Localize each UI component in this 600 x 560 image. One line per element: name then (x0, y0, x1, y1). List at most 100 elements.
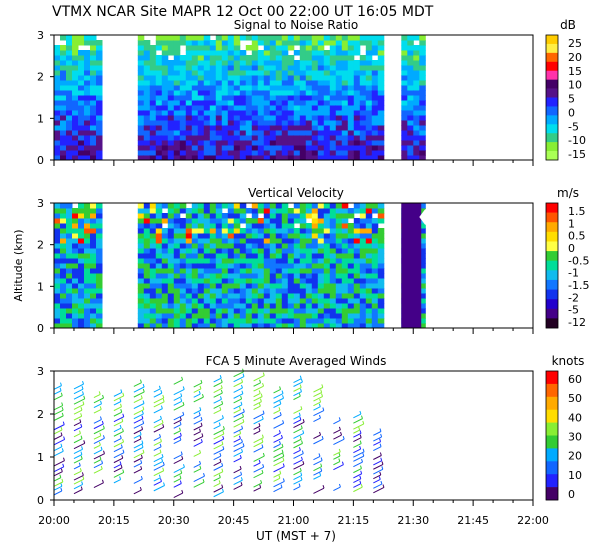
heatmap-cell (227, 55, 235, 61)
heatmap-cell (221, 40, 229, 46)
wind-barb (153, 388, 161, 393)
heatmap-cell (185, 45, 193, 51)
heatmap-cell (84, 55, 91, 61)
wind-barb-tick (122, 413, 125, 417)
heatmap-cell (419, 95, 426, 101)
heatmap-cell (287, 218, 295, 224)
heatmap-cell (251, 80, 259, 86)
wind-barb (213, 433, 225, 440)
heatmap-cell (90, 130, 97, 136)
heatmap-cell (66, 85, 73, 91)
wind-barb-tick (239, 454, 242, 459)
heatmap-cell (215, 45, 223, 51)
heatmap-cell (281, 100, 289, 106)
heatmap-cell (293, 115, 301, 121)
heatmap-cell (72, 130, 79, 136)
heatmap-cell (269, 223, 277, 229)
wind-barb-tick (120, 389, 123, 393)
x-tick-label: 21:15 (338, 514, 370, 527)
wind-barb (333, 486, 341, 491)
y-tick-label: 0 (37, 494, 44, 507)
heatmap-cell (203, 130, 211, 136)
heatmap-cell (347, 50, 355, 56)
heatmap-cell (233, 233, 241, 239)
heatmap-cell (167, 318, 175, 324)
heatmap-cell (66, 278, 73, 284)
heatmap-cell (221, 283, 229, 289)
heatmap-cell (227, 228, 235, 234)
heatmap-cell (317, 35, 325, 41)
heatmap-cell (137, 85, 145, 91)
heatmap-cell (54, 313, 61, 319)
heatmap-cell (239, 145, 247, 151)
wind-barb (233, 445, 245, 452)
heatmap-cell (257, 150, 265, 156)
heatmap-cell (263, 110, 271, 116)
heatmap-cell (191, 208, 199, 214)
heatmap-cell (191, 75, 199, 81)
heatmap-cell (60, 60, 67, 66)
heatmap-cell (137, 105, 145, 111)
colorbar-label: 30 (568, 431, 582, 444)
heatmap-cell (299, 263, 307, 269)
heatmap-cell (257, 115, 265, 121)
heatmap-cell (161, 80, 169, 86)
heatmap-cell (347, 35, 355, 41)
heatmap-cell (287, 130, 295, 136)
wind-barb-tick (262, 382, 265, 387)
heatmap-cell (161, 203, 169, 209)
heatmap-cell (167, 135, 175, 141)
heatmap-cell (245, 130, 253, 136)
heatmap-cell (359, 243, 367, 249)
heatmap-cell (347, 303, 355, 309)
wind-barb (253, 413, 265, 420)
heatmap-cell (203, 283, 211, 289)
heatmap-cell (419, 100, 426, 106)
heatmap-cell (167, 288, 175, 294)
heatmap-cell (419, 80, 426, 86)
heatmap-cell (84, 125, 91, 131)
wind-barb-tick (120, 464, 123, 468)
heatmap-cell (239, 298, 247, 304)
heatmap-cell (209, 203, 217, 209)
heatmap-cell (90, 203, 97, 209)
heatmap-cell (137, 125, 145, 131)
heatmap-cell (245, 273, 253, 279)
heatmap-cell (311, 125, 319, 131)
heatmap-cell (66, 263, 73, 269)
heatmap-cell (167, 298, 175, 304)
wind-barb (213, 425, 221, 430)
heatmap-cell (54, 303, 61, 309)
heatmap-cell (269, 308, 277, 314)
heatmap-cell (269, 70, 277, 76)
heatmap-cell (311, 140, 319, 146)
heatmap-cell (311, 65, 319, 71)
wind-barb (133, 438, 142, 443)
heatmap-cell (203, 298, 211, 304)
wind-barb (273, 422, 284, 429)
heatmap-cell (293, 150, 301, 156)
heatmap-cell (317, 243, 325, 249)
heatmap-cell (173, 223, 181, 229)
heatmap-cell (155, 258, 163, 264)
heatmap-cell (90, 323, 97, 328)
wind-barb-tick (101, 460, 104, 464)
wind-barb (193, 414, 201, 420)
heatmap-cells (54, 203, 426, 328)
heatmap-cell (239, 150, 247, 156)
heatmap-cell (173, 303, 181, 309)
wind-barb (233, 474, 242, 480)
heatmap-cell (209, 268, 217, 274)
heatmap-cell (281, 90, 289, 96)
wind-barb (373, 483, 383, 489)
heatmap-cell (90, 85, 97, 91)
heatmap-cell (209, 70, 217, 76)
heatmap-cell (269, 268, 277, 274)
heatmap-cell (335, 208, 343, 214)
wind-barb (113, 427, 122, 433)
heatmap-cell (173, 45, 181, 51)
heatmap-cell (263, 145, 271, 151)
heatmap-cell (263, 263, 271, 269)
heatmap-cell (54, 75, 61, 81)
heatmap-cell (275, 150, 283, 156)
